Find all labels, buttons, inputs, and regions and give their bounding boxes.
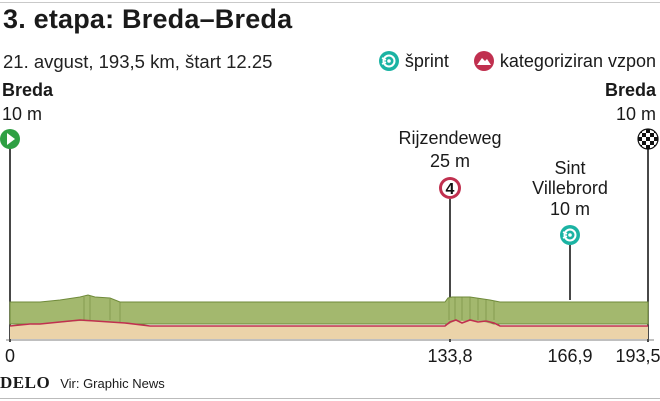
page-title: 3. etapa: Breda–Breda	[3, 4, 293, 34]
climb-category-icon: 4	[439, 177, 461, 199]
checkered-finish-icon	[637, 128, 659, 150]
finish-name: Breda	[604, 80, 656, 100]
legend-climb: kategoriziran vzpon	[473, 50, 656, 72]
legend: šprint kategoriziran vzpon	[378, 50, 656, 72]
sprint-icon	[378, 51, 399, 71]
profile-area	[9, 294, 649, 325]
climb-icon	[473, 51, 494, 71]
road-line	[9, 319, 648, 327]
sprint-name-line2: Villebrord	[532, 178, 608, 198]
profile-ridges	[83, 296, 495, 322]
climb-category: 4	[446, 181, 455, 198]
distance-climb: 133,8	[427, 346, 473, 366]
brand-logo: DELO	[0, 373, 51, 392]
sprint-name-line1: Sint	[554, 158, 586, 178]
start-elevation: 10 m	[2, 104, 43, 124]
footer: DELO Vir: Graphic News	[0, 373, 165, 393]
source-credit: Vir: Graphic News	[60, 376, 165, 391]
top-rule	[0, 2, 660, 3]
bottom-rule	[0, 398, 660, 399]
legend-sprint: šprint	[378, 50, 449, 72]
start-play-icon	[0, 129, 20, 149]
finish-elevation: 10 m	[615, 104, 656, 124]
stage-subtitle: 21. avgust, 193,5 km, štart 12.25	[3, 51, 273, 72]
start-name: Breda	[2, 80, 54, 100]
distance-finish: 193,5	[615, 346, 660, 366]
sprint-point-icon	[560, 225, 580, 245]
profile-ground	[10, 321, 648, 339]
legend-sprint-label: šprint	[404, 50, 449, 71]
sprint-elevation: 10 m	[549, 199, 591, 219]
distance-sprint: 166,9	[547, 346, 593, 366]
climb-elevation: 25 m	[429, 151, 471, 171]
climb-name: Rijzendeweg	[398, 128, 502, 148]
distance-start: 0	[4, 346, 16, 366]
legend-climb-label: kategoriziran vzpon	[499, 50, 656, 71]
